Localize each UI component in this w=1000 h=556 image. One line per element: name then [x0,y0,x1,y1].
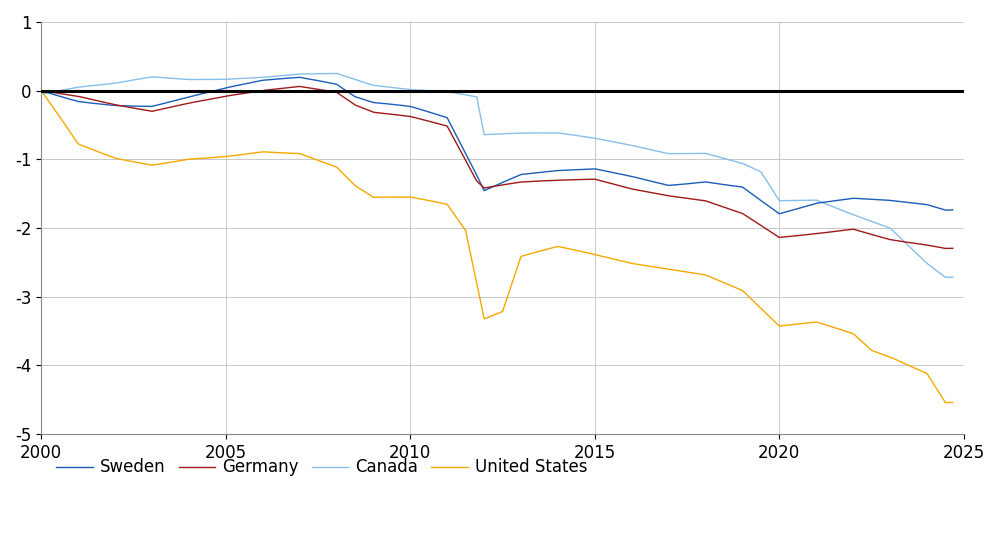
Sweden [890,198,902,205]
United States [890,356,902,363]
Germany [266,86,278,93]
Canada [154,74,166,81]
Germany [649,190,661,197]
United States [939,399,951,406]
United States [35,87,47,94]
Canada [35,91,47,97]
Sweden [649,179,661,186]
Germany [189,98,201,105]
United States [154,161,166,167]
Canada [189,76,201,83]
Germany [947,245,959,252]
United States [947,399,959,406]
Canada [720,156,732,162]
Germany [294,83,306,90]
Line: United States: United States [41,91,953,403]
Sweden [189,92,201,99]
United States [649,264,661,270]
Sweden [294,74,306,81]
Germany [154,106,166,113]
Sweden [154,101,166,108]
Line: Germany: Germany [41,86,953,249]
Germany [939,245,951,252]
Germany [720,205,732,211]
United States [266,149,278,156]
Germany [890,237,902,244]
Sweden [947,206,959,213]
Canada [649,147,661,154]
Sweden [266,76,278,83]
Canada [890,230,902,237]
United States [189,156,201,162]
Legend: Sweden, Germany, Canada, United States: Sweden, Germany, Canada, United States [50,452,594,483]
Germany [35,87,47,94]
Canada [266,73,278,80]
United States [719,280,731,287]
Canada [330,70,342,77]
Canada [947,274,959,281]
Sweden [720,181,732,188]
Line: Canada: Canada [41,73,953,277]
Sweden [773,210,785,217]
Sweden [35,87,47,94]
Line: Sweden: Sweden [41,77,953,214]
